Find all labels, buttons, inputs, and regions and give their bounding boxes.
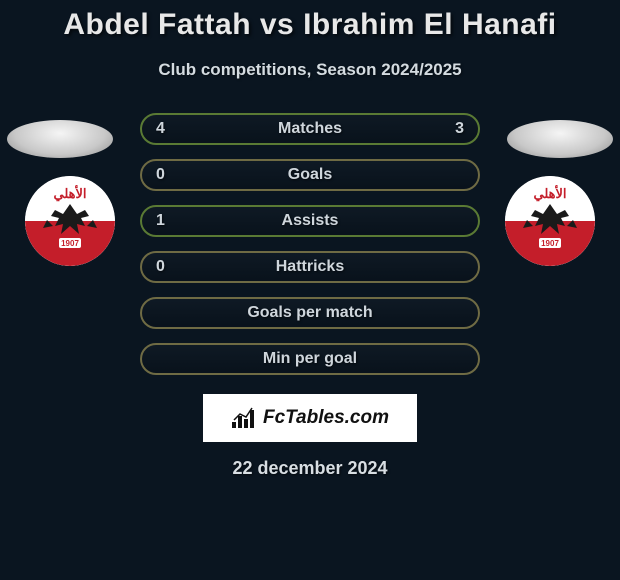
stat-bar: 0 Goals (140, 159, 480, 191)
page-subtitle: Club competitions, Season 2024/2025 (0, 60, 620, 80)
footer-date: 22 december 2024 (0, 458, 620, 479)
stat-value-left: 0 (156, 258, 165, 276)
stat-row-gpm: Goals per match (0, 290, 620, 336)
stat-label: Min per goal (263, 350, 357, 368)
stat-value-left: 0 (156, 166, 165, 184)
page-title: Abdel Fattah vs Ibrahim El Hanafi (0, 0, 620, 42)
stat-bar: Min per goal (140, 343, 480, 375)
stat-value-right: 3 (455, 120, 464, 138)
stat-value-left: 1 (156, 212, 165, 230)
stat-bar: 1 Assists (140, 205, 480, 237)
stat-label: Goals (288, 166, 332, 184)
stat-row-mpg: Min per goal (0, 336, 620, 382)
stat-row-hattricks: 0 Hattricks (0, 244, 620, 290)
stats-container: 4 Matches 3 0 Goals 1 Assists 0 Hattrick… (0, 106, 620, 382)
stat-label: Goals per match (247, 304, 372, 322)
stat-bar: 0 Hattricks (140, 251, 480, 283)
stat-label: Hattricks (276, 258, 344, 276)
footer-brand-text: FcTables.com (263, 407, 389, 429)
stat-bar: Goals per match (140, 297, 480, 329)
stat-bar: 4 Matches 3 (140, 113, 480, 145)
stat-row-assists: 1 Assists (0, 198, 620, 244)
footer-brand[interactable]: FcTables.com (203, 394, 417, 442)
stat-label: Assists (282, 212, 339, 230)
bars-icon (231, 406, 259, 430)
stat-row-matches: 4 Matches 3 (0, 106, 620, 152)
stat-value-left: 4 (156, 120, 165, 138)
stat-label: Matches (278, 120, 342, 138)
stat-row-goals: 0 Goals (0, 152, 620, 198)
